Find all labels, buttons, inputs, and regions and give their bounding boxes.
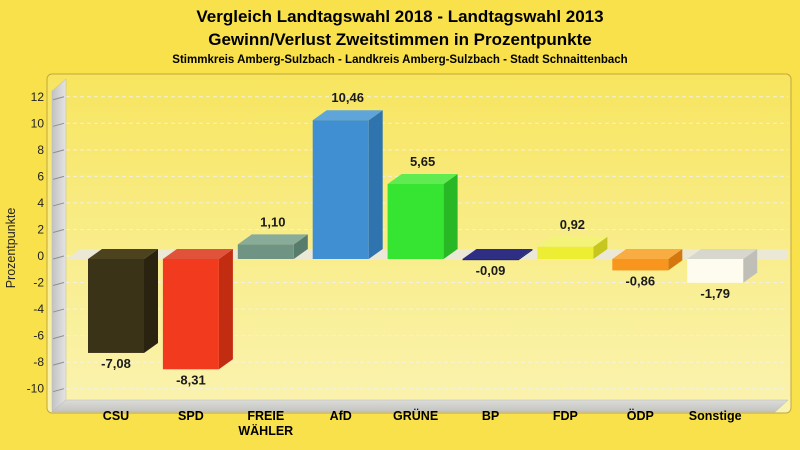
category-label: SPD [178, 409, 204, 423]
category-label: AfD [330, 409, 352, 423]
bar-FREIE WÄHLER [237, 234, 308, 259]
bar-front-face [237, 244, 294, 259]
bar-Sonstige [687, 249, 758, 283]
bar-side-face [593, 236, 608, 259]
y-tick-label: -4 [33, 302, 44, 316]
bar-top-face [312, 110, 383, 121]
bar-value-label: 10,46 [331, 90, 364, 105]
y-tick-mark [52, 96, 65, 101]
category-label: FDP [553, 409, 578, 423]
bar-GRÜNE [387, 174, 458, 259]
bar-chart: -10 -8 -6 -4 -2 0 2 4 6 8 10 12 Prozentpunkte -7,08 -8… [4, 73, 792, 438]
bar-value-label: -0,09 [476, 263, 506, 278]
bar-top-face [387, 174, 458, 185]
bar-top-face [162, 249, 233, 259]
category-label: Sonstige [689, 409, 742, 423]
bar-front-face [462, 259, 519, 261]
bar-top-face [88, 249, 158, 259]
chart-title-line1: Vergleich Landtagswahl 2018 - Landtagswa… [196, 7, 604, 26]
category-label: GRÜNE [393, 408, 438, 423]
chart-subtitle: Stimmkreis Amberg-Sulzbach - Landkreis A… [172, 54, 628, 66]
y-axis-title: Prozentpunkte [4, 208, 18, 289]
y-tick-mark [52, 255, 65, 260]
y-tick-label: 2 [37, 222, 44, 236]
bar-front-face [537, 246, 594, 259]
bar-top-face [612, 249, 683, 259]
floor-3d [51, 399, 789, 413]
bar-side-face [293, 234, 308, 259]
y-tick-mark [52, 202, 65, 207]
y-tick-label: -6 [33, 329, 44, 343]
category-label: ÖDP [627, 408, 654, 423]
category-label: FREIE WÄHLER [238, 409, 293, 438]
y-tick-label: 4 [37, 196, 44, 210]
y-tick-label: 10 [31, 116, 45, 130]
y-tick-mark [52, 282, 65, 287]
bar-front-face [312, 120, 369, 259]
bar-top-face [537, 236, 608, 247]
y-tick-mark [52, 361, 65, 366]
y-tick-label: 0 [37, 249, 44, 263]
chart-header: Vergleich Landtagswahl 2018 - Landtagswa… [0, 5, 800, 68]
bar-AfD [312, 110, 383, 259]
y-tick-mark [52, 308, 65, 313]
y-tick-mark [52, 175, 65, 180]
y-tick-label: -8 [33, 355, 44, 369]
y-tick-label: 12 [31, 90, 45, 104]
bar-side-face [518, 249, 533, 261]
bar-value-label: -1,79 [700, 286, 730, 301]
bar-front-face [612, 259, 669, 271]
bar-value-label: 1,10 [260, 214, 285, 229]
bar-BP [462, 249, 533, 261]
bar-value-label: -8,31 [176, 372, 206, 387]
y-tick-label: 8 [37, 143, 44, 157]
bar-CSU [88, 249, 158, 353]
bar-front-face [387, 184, 444, 259]
bar-side-face [443, 174, 458, 259]
bar-value-label: -7,08 [101, 356, 131, 371]
y-tick-label: -10 [27, 382, 45, 396]
bar-SPD [162, 249, 233, 370]
bar-FDP [537, 236, 608, 259]
bar-front-face [88, 259, 144, 353]
bar-side-face [368, 110, 383, 259]
y-tick-label: 6 [37, 169, 44, 183]
bar-side-face [743, 249, 758, 283]
bar-value-label: 5,65 [410, 154, 435, 169]
bar-value-label: 0,92 [560, 217, 585, 232]
y-tick-mark [52, 335, 65, 340]
bar-side-face [218, 249, 233, 370]
bar-top-face [237, 234, 308, 245]
y-tick-mark [52, 149, 65, 154]
bar-top-face [687, 249, 758, 259]
y-tick-mark [52, 228, 65, 233]
bar-front-face [162, 259, 219, 370]
y-tick-mark [52, 388, 65, 393]
bar-side-face [144, 249, 158, 353]
category-label: CSU [103, 409, 129, 423]
bar-ÖDP [612, 249, 683, 271]
y-tick-label: -2 [33, 276, 44, 290]
category-label: BP [482, 409, 499, 423]
bar-top-face [462, 249, 533, 259]
y-tick-mark [52, 122, 65, 127]
bar-side-face [668, 249, 683, 271]
bar-value-label: -0,86 [625, 273, 655, 288]
chart-title-line2: Gewinn/Verlust Zweitstimmen in Prozentpu… [208, 30, 592, 49]
bar-front-face [687, 259, 744, 283]
